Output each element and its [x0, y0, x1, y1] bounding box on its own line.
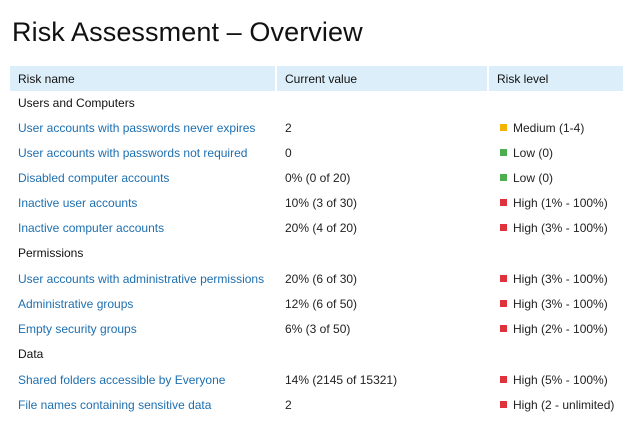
high-severity-icon [500, 401, 507, 408]
risk-level-label: High (3% - 100%) [513, 271, 608, 286]
current-value-cell: 0% (0 of 20) [285, 170, 351, 185]
high-severity-icon [500, 376, 507, 383]
section-heading: Data [18, 347, 44, 361]
risk-table: Risk name Current value Risk level Users… [10, 66, 623, 417]
risk-name-cell: Shared folders accessible by Everyone [10, 367, 277, 392]
current-value-cell: 2 [285, 397, 292, 412]
risk-level-label: High (1% - 100%) [513, 195, 608, 210]
table-row: Administrative groups 12% (6 of 50) High (… [10, 291, 623, 316]
low-severity-icon [500, 174, 507, 181]
risk-level-cell: High (1% - 100%) [489, 190, 623, 215]
risk-name-cell: User accounts with passwords never expir… [10, 115, 277, 140]
table-row: User accounts with passwords not require… [10, 140, 623, 165]
risk-level-cell: High (5% - 100%) [489, 367, 623, 392]
risk-level-cell: High (3% - 100%) [489, 291, 623, 316]
risk-level-cell: Low (0) [489, 165, 623, 190]
page-title: Risk Assessment – Overview [12, 17, 363, 47]
risk-name-link[interactable]: Shared folders accessible by Everyone [18, 372, 226, 387]
table-row: User accounts with administrative permis… [10, 266, 623, 291]
current-value-cell: 14% (2145 of 15321) [285, 372, 398, 387]
risk-name-link[interactable]: User accounts with passwords never expir… [18, 120, 256, 135]
medium-severity-icon [500, 124, 507, 131]
table-row: Inactive computer accounts 20% (4 of 20) H… [10, 215, 623, 240]
current-value-cell: 12% (6 of 50) [285, 296, 358, 311]
table-row: Empty security groups 6% (3 of 50) High (2… [10, 316, 623, 341]
risk-name-link[interactable]: Inactive computer accounts [18, 220, 165, 235]
high-severity-icon [500, 275, 507, 282]
risk-table-body: Users and Computers User accounts with pa… [10, 91, 623, 417]
current-value-cell: 20% (4 of 20) [285, 220, 358, 235]
section-row: Users and Computers [10, 91, 623, 115]
current-value-cell: 0 [285, 145, 292, 160]
risk-name-link[interactable]: Empty security groups [18, 321, 137, 336]
risk-name-link[interactable]: Inactive user accounts [18, 195, 138, 210]
risk-level-label: High (3% - 100%) [513, 296, 608, 311]
risk-name-link[interactable]: Administrative groups [18, 296, 134, 311]
high-severity-icon [500, 300, 507, 307]
risk-level-cell: High (2% - 100%) [489, 316, 623, 341]
column-header-risk-level[interactable]: Risk level [489, 66, 623, 91]
risk-level-label: Low (0) [513, 170, 554, 185]
section-row: Data [10, 341, 623, 367]
low-severity-icon [500, 149, 507, 156]
risk-name-cell: Disabled computer accounts [10, 165, 277, 190]
table-row: User accounts with passwords never expir… [10, 115, 623, 140]
column-header-current-value[interactable]: Current value [277, 66, 489, 91]
risk-level-cell: High (2 - unlimited) [489, 392, 623, 417]
risk-level-cell: Low (0) [489, 140, 623, 165]
risk-level-label: Medium (1-4) [513, 120, 585, 135]
table-row: File names containing sensitive data 2 Hig… [10, 392, 623, 417]
risk-name-cell: User accounts with administrative permis… [10, 266, 277, 291]
risk-level-label: Low (0) [513, 145, 554, 160]
column-header-risk-name[interactable]: Risk name [10, 66, 277, 91]
risk-level-label: High (3% - 100%) [513, 220, 608, 235]
section-row: Permissions [10, 240, 623, 266]
high-severity-icon [500, 199, 507, 206]
high-severity-icon [500, 224, 507, 231]
risk-level-cell: High (3% - 100%) [489, 215, 623, 240]
risk-name-cell: Inactive computer accounts [10, 215, 277, 240]
risk-level-label: High (2 - unlimited) [513, 397, 615, 412]
risk-name-cell: File names containing sensitive data [10, 392, 277, 417]
risk-name-link[interactable]: Disabled computer accounts [18, 170, 170, 185]
current-value-cell: 2 [285, 120, 292, 135]
section-heading: Users and Computers [18, 96, 135, 110]
section-heading: Permissions [18, 246, 84, 260]
table-row: Shared folders accessible by Everyone 14%… [10, 367, 623, 392]
risk-level-cell: Medium (1-4) [489, 115, 623, 140]
risk-level-cell: High (3% - 100%) [489, 266, 623, 291]
risk-name-cell: Inactive user accounts [10, 190, 277, 215]
current-value-cell: 20% (6 of 30) [285, 271, 358, 286]
risk-name-link[interactable]: User accounts with passwords not require… [18, 145, 248, 160]
high-severity-icon [500, 325, 507, 332]
risk-level-label: High (2% - 100%) [513, 321, 608, 336]
risk-name-cell: User accounts with passwords not require… [10, 140, 277, 165]
risk-name-cell: Empty security groups [10, 316, 277, 341]
current-value-cell: 6% (3 of 50) [285, 321, 351, 336]
risk-level-label: High (5% - 100%) [513, 372, 608, 387]
table-header-row: Risk name Current value Risk level [10, 66, 623, 91]
risk-name-link[interactable]: File names containing sensitive data [18, 397, 212, 412]
risk-name-cell: Administrative groups [10, 291, 277, 316]
current-value-cell: 10% (3 of 30) [285, 195, 358, 210]
table-row: Disabled computer accounts 0% (0 of 20) Lo… [10, 165, 623, 190]
risk-name-link[interactable]: User accounts with administrative permis… [18, 271, 265, 286]
table-row: Inactive user accounts 10% (3 of 30) High … [10, 190, 623, 215]
